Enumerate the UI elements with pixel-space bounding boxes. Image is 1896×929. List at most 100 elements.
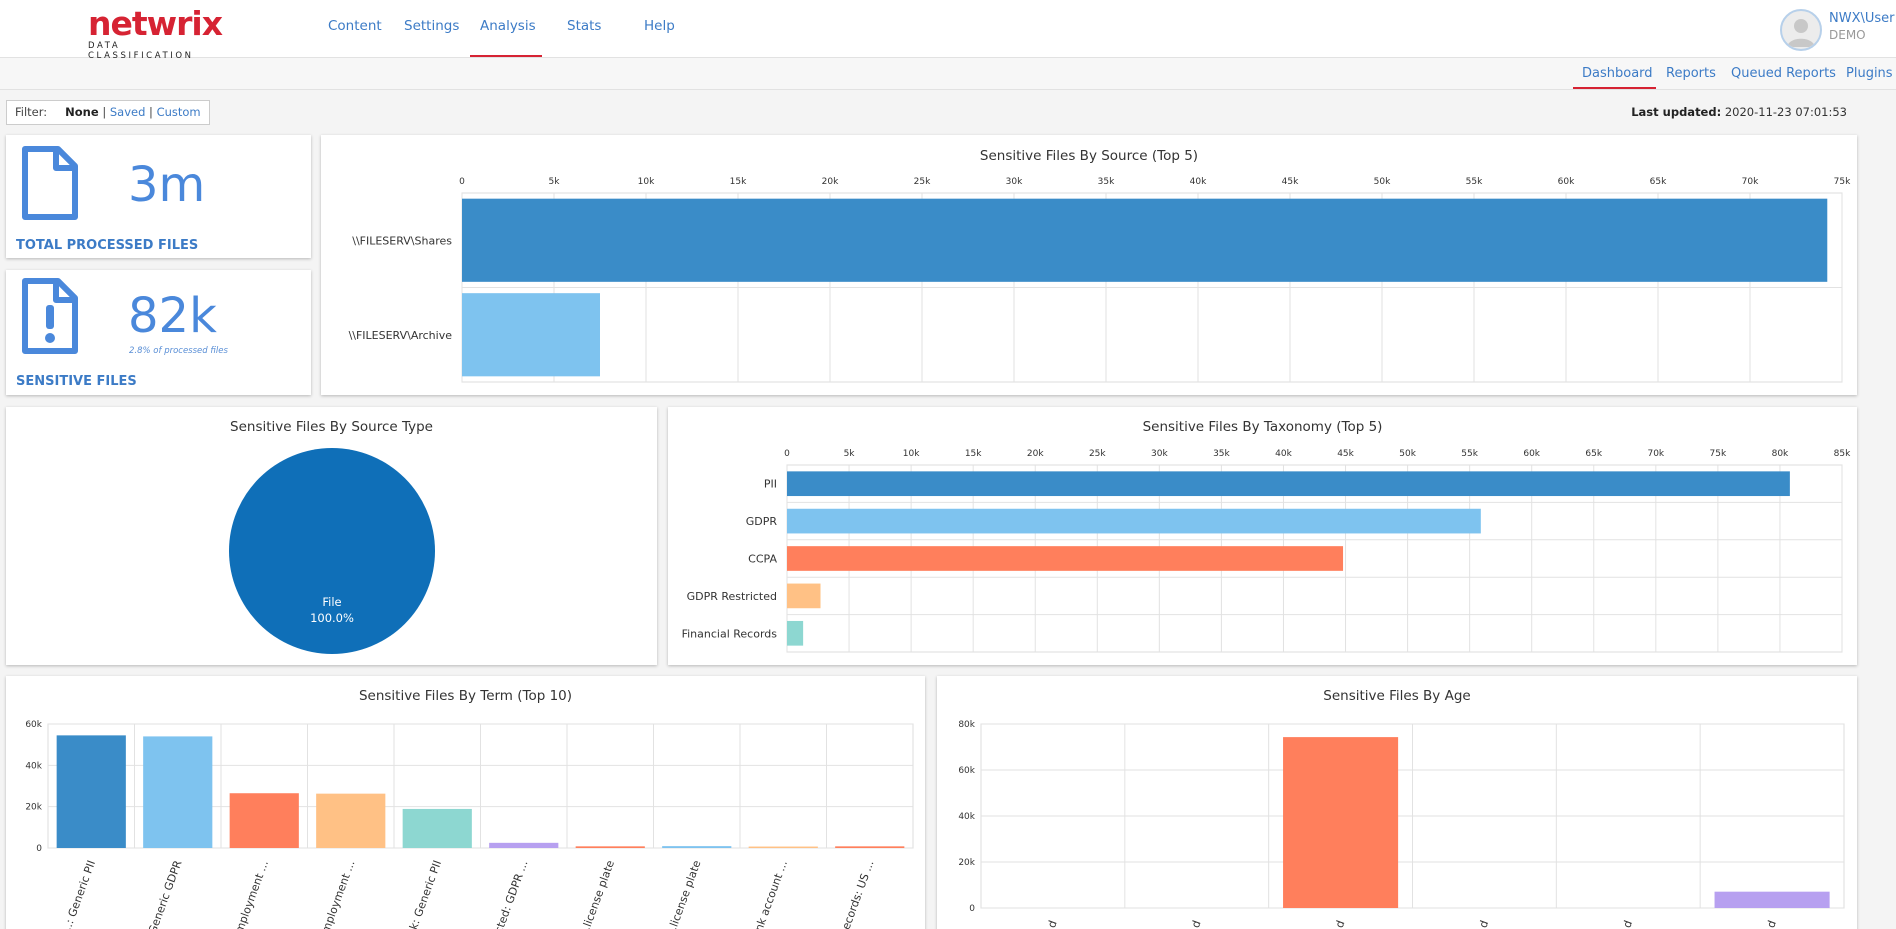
slice-label: File bbox=[322, 595, 341, 609]
tick-label: 70k bbox=[1647, 449, 1664, 459]
category-label: d bbox=[1045, 919, 1060, 929]
chart-title: Sensitive Files By Term (Top 10) bbox=[358, 688, 573, 704]
chart-by-taxonomy: 0 5k 10k 15k 20k 25k 30k 35k 40k 45k 50k 55k 60k 65k 7… bbox=[682, 449, 1851, 653]
avatar[interactable] bbox=[1780, 9, 1822, 51]
last-updated: Last updated: 2020-11-23 07:01:53 bbox=[1631, 105, 1847, 119]
chart-card-by-term: Sensitive Files By Term (Top 10) 0 20k 40k… bbox=[6, 676, 925, 929]
tick-label: 35k bbox=[1213, 449, 1230, 459]
total-processed-value: 3m bbox=[128, 157, 206, 213]
bar bbox=[662, 846, 732, 848]
tick-label: 20k bbox=[958, 858, 975, 868]
tick-label: 65k bbox=[1585, 449, 1602, 459]
category-label: ...license plate bbox=[664, 858, 704, 929]
tick-label: 0 bbox=[969, 904, 975, 914]
category-label: GDPR Restricted bbox=[687, 590, 777, 603]
category-label: d bbox=[1764, 919, 1779, 929]
bar bbox=[575, 846, 645, 848]
tick-label: 20k bbox=[25, 803, 42, 813]
category-label: \\FILESERV\Archive bbox=[349, 329, 453, 342]
bar bbox=[56, 735, 126, 848]
chart-card-by-taxonomy: Sensitive Files By Taxonomy (Top 5) 0 5k 1… bbox=[668, 407, 1857, 665]
netwrix-logo[interactable]: netwrix DATA CLASSIFICATION bbox=[88, 6, 228, 62]
sensitive-files-card[interactable]: 82k 2.8% of processed files SENSITIVE FI… bbox=[6, 270, 311, 395]
bar bbox=[835, 846, 905, 848]
tick-label: 10k bbox=[903, 449, 920, 459]
category-label: Financial Records bbox=[682, 627, 778, 640]
chart-title: Sensitive Files By Source (Top 5) bbox=[979, 148, 1199, 164]
user-org: DEMO bbox=[1829, 28, 1866, 42]
category-label: ...Records: US ... bbox=[833, 859, 876, 929]
category-label: d bbox=[1333, 919, 1348, 929]
tick-label: 50k bbox=[1374, 177, 1391, 187]
tick-label: 45k bbox=[1282, 177, 1299, 187]
chart-title: Sensitive Files By Source Type bbox=[230, 419, 433, 435]
bar bbox=[462, 293, 600, 377]
user-menu[interactable]: NWX\User DEMO bbox=[1780, 6, 1896, 52]
total-processed-label: TOTAL PROCESSED FILES bbox=[16, 238, 199, 253]
nav-settings[interactable]: Settings bbox=[404, 18, 460, 34]
filter-custom-link[interactable]: Custom bbox=[156, 105, 201, 119]
nav-content[interactable]: Content bbox=[328, 18, 382, 34]
tick-label: 40k bbox=[958, 812, 975, 822]
tick-label: 80k bbox=[1772, 449, 1789, 459]
bar bbox=[787, 546, 1344, 571]
chart-card-by-source: Sensitive Files By Source (Top 5) 0 5k 10k… bbox=[321, 135, 1857, 395]
last-updated-value: 2020-11-23 07:01:53 bbox=[1724, 105, 1847, 119]
category-label: ...Generic GDPR bbox=[142, 858, 184, 929]
total-processed-card[interactable]: 3m TOTAL PROCESSED FILES bbox=[6, 135, 311, 258]
tick-label: 60k bbox=[25, 720, 42, 730]
chart-by-source-type: File 100.0% bbox=[229, 448, 435, 654]
filter-bar: Filter: None | Saved | Custom bbox=[6, 100, 210, 125]
tick-label: 60k bbox=[958, 766, 975, 776]
chart-by-source: 0 5k 10k 15k 20k 25k 30k 35k 40k 45k 50k 55k 60k 65k 7… bbox=[349, 177, 1851, 383]
tick-label: 25k bbox=[1089, 449, 1106, 459]
subnav-active-indicator bbox=[1573, 87, 1656, 89]
category-label: GDPR bbox=[746, 515, 778, 528]
bar bbox=[787, 620, 804, 646]
tick-label: 30k bbox=[1006, 177, 1023, 187]
tick-label: 65k bbox=[1650, 177, 1667, 187]
category-label: CCPA bbox=[748, 553, 777, 566]
bar bbox=[316, 793, 386, 848]
filter-separator: | bbox=[149, 105, 153, 119]
tick-label: 60k bbox=[1523, 449, 1540, 459]
bar bbox=[1283, 737, 1399, 908]
category-label: ...mployment ... bbox=[229, 859, 271, 929]
tick-label: 40k bbox=[1190, 177, 1207, 187]
user-name: NWX\User bbox=[1829, 11, 1895, 26]
sensitive-files-note: 2.8% of processed files bbox=[129, 346, 228, 356]
tick-label: 5k bbox=[549, 177, 561, 187]
category-label: d bbox=[1189, 919, 1204, 929]
subnav-reports[interactable]: Reports bbox=[1666, 66, 1716, 81]
tick-label: 75k bbox=[1834, 177, 1851, 187]
filter-none[interactable]: None bbox=[65, 105, 99, 119]
subnav-dashboard[interactable]: Dashboard bbox=[1582, 66, 1653, 81]
bar bbox=[1714, 891, 1830, 908]
tick-label: 40k bbox=[25, 761, 42, 771]
category-label: \\FILESERV\Shares bbox=[352, 234, 452, 247]
sensitive-files-label: SENSITIVE FILES bbox=[16, 374, 137, 389]
tick-label: 0 bbox=[36, 844, 42, 854]
category-label: ...license plate bbox=[577, 858, 617, 929]
file-exclamation-icon bbox=[22, 278, 78, 354]
nav-help[interactable]: Help bbox=[644, 18, 675, 34]
chart-title: Sensitive Files By Age bbox=[1323, 688, 1471, 704]
bar bbox=[748, 846, 818, 848]
nav-analysis[interactable]: Analysis bbox=[480, 18, 536, 34]
bar bbox=[462, 198, 1828, 282]
bar bbox=[489, 842, 559, 848]
bar bbox=[229, 793, 299, 848]
tick-label: 30k bbox=[1151, 449, 1168, 459]
tick-label: 85k bbox=[1834, 449, 1851, 459]
tick-label: 20k bbox=[1027, 449, 1044, 459]
tick-label: 0 bbox=[784, 449, 790, 459]
file-icon bbox=[22, 146, 78, 220]
tick-label: 10k bbox=[638, 177, 655, 187]
chart-card-by-source-type: Sensitive Files By Source Type File 100.0… bbox=[6, 407, 657, 665]
filter-saved-link[interactable]: Saved bbox=[109, 105, 146, 119]
nav-stats[interactable]: Stats bbox=[567, 18, 602, 34]
tick-label: 15k bbox=[730, 177, 747, 187]
subnav-plugins[interactable]: Plugins bbox=[1846, 66, 1893, 81]
subnav-queued-reports[interactable]: Queued Reports bbox=[1731, 66, 1836, 81]
filter-separator: | bbox=[102, 105, 107, 119]
